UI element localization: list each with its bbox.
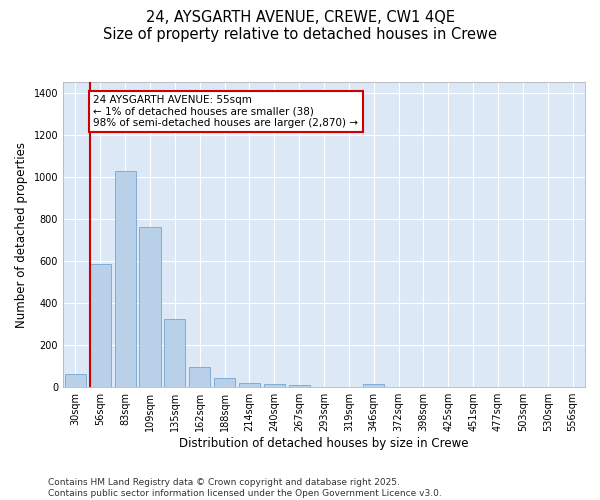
Text: 24 AYSGARTH AVENUE: 55sqm
← 1% of detached houses are smaller (38)
98% of semi-d: 24 AYSGARTH AVENUE: 55sqm ← 1% of detach… (94, 95, 358, 128)
Bar (65, 374, 86, 387)
Bar (90, 264, 111, 387)
Bar (214, 378, 235, 387)
Text: Contains HM Land Registry data © Crown copyright and database right 2025.
Contai: Contains HM Land Registry data © Crown c… (48, 478, 442, 498)
Text: 24, AYSGARTH AVENUE, CREWE, CW1 4QE
Size of property relative to detached houses: 24, AYSGARTH AVENUE, CREWE, CW1 4QE Size… (103, 10, 497, 42)
Y-axis label: Number of detached properties: Number of detached properties (15, 142, 28, 328)
X-axis label: Distribution of detached houses by size in Crewe: Distribution of detached houses by size … (179, 437, 469, 450)
Bar (239, 382, 260, 387)
Bar (115, 170, 136, 387)
Bar (139, 228, 161, 387)
Bar (363, 384, 384, 387)
Bar (264, 384, 285, 387)
Bar (289, 385, 310, 387)
Bar (164, 319, 185, 387)
Bar (189, 367, 211, 387)
